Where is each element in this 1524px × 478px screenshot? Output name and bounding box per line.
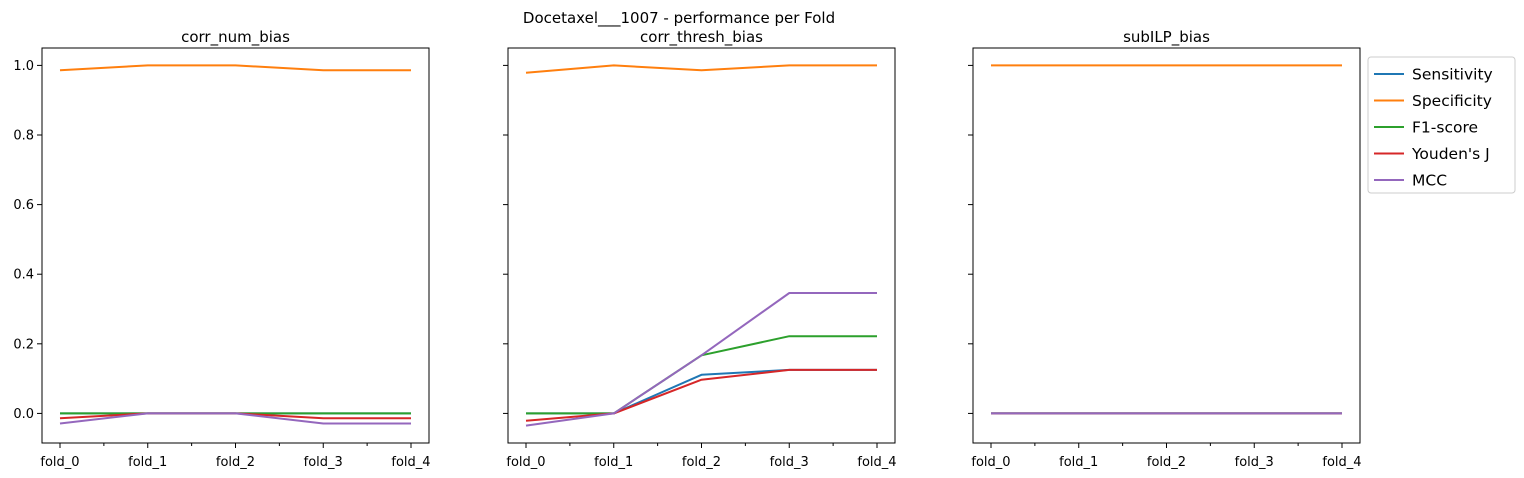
- subplot-title: subILP_bias: [1123, 28, 1210, 47]
- legend-entry-youden-s-j: Youden's J: [1374, 145, 1490, 163]
- x-tick-label: fold_0: [506, 455, 545, 470]
- legend-label: Specificity: [1412, 92, 1492, 110]
- series-line-mcc: [59, 412, 411, 425]
- y-tick-label: 0.0: [13, 407, 34, 422]
- series-line-mcc: [525, 292, 877, 427]
- axes-frame: [41, 47, 430, 444]
- legend: Sensitivity Specificity F1-score Youden's J…: [1367, 56, 1516, 194]
- x-tick-label: fold_3: [1235, 455, 1274, 470]
- y-tick-label: 1.0: [13, 59, 34, 74]
- x-tick-label: fold_4: [391, 455, 430, 470]
- subplot-title: corr_num_bias: [181, 28, 290, 47]
- x-tick-label: fold_2: [682, 455, 721, 470]
- x-tick-label: fold_1: [128, 455, 167, 470]
- subplot-subilp-bias: subILP_bias fold_0 fold_1 fold_2 fold_3 fold_…: [968, 28, 1362, 470]
- legend-label: MCC: [1412, 172, 1447, 190]
- x-tick-label: fold_3: [304, 455, 343, 470]
- y-tick-label: 0.4: [13, 268, 34, 283]
- series-line-youden-s-j: [525, 368, 877, 422]
- legend-entry-f1-score: F1-score: [1374, 119, 1478, 137]
- series-line-sensitivity: [526, 368, 877, 415]
- x-tick-label: fold_3: [770, 455, 809, 470]
- axes-frame: [507, 47, 896, 444]
- y-tick-label: 0.8: [13, 129, 34, 144]
- figure-suptitle: Docetaxel___1007 - performance per Fold: [523, 9, 835, 28]
- legend-label: Youden's J: [1411, 145, 1490, 163]
- legend-entry-sensitivity: Sensitivity: [1374, 66, 1493, 84]
- y-tick-label: 0.2: [13, 337, 34, 352]
- legend-entry-specificity: Specificity: [1374, 92, 1492, 110]
- legend-label: Sensitivity: [1412, 66, 1493, 84]
- legend-box: [1367, 56, 1516, 194]
- subplot-corr-num-bias: corr_num_bias 0.0 0.2 0.4 0.6 0.8 1.0 fold_0 fol…: [13, 28, 430, 470]
- x-tick-label: fold_0: [971, 455, 1010, 470]
- x-tick-label: fold_0: [40, 455, 79, 470]
- y-tick-label: 0.6: [13, 198, 34, 213]
- x-tick-label: fold_1: [1059, 455, 1098, 470]
- x-tick-label: fold_2: [1147, 455, 1186, 470]
- legend-entry-mcc: MCC: [1374, 172, 1447, 190]
- series-line-specificity: [525, 64, 877, 74]
- x-tick-label: fold_4: [1322, 455, 1361, 470]
- x-tick-label: fold_1: [594, 455, 633, 470]
- series-line-specificity: [59, 64, 411, 72]
- subplot-title: corr_thresh_bias: [640, 28, 763, 47]
- subplot-corr-thresh-bias: corr_thresh_bias fold_0 fold_1 fold_2 fold_3…: [503, 28, 897, 470]
- axes-frame: [972, 47, 1361, 444]
- subplots: corr_num_bias 0.0 0.2 0.4 0.6 0.8 1.0 fold_0 fol…: [13, 28, 1361, 470]
- legend-label: F1-score: [1412, 119, 1478, 137]
- x-tick-label: fold_2: [216, 455, 255, 470]
- x-tick-label: fold_4: [857, 455, 896, 470]
